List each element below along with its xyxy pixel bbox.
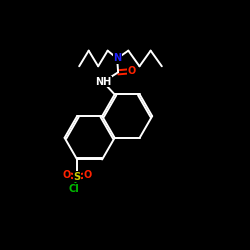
Text: Cl: Cl bbox=[68, 184, 79, 194]
Text: S: S bbox=[74, 172, 81, 182]
Text: O: O bbox=[84, 170, 92, 180]
Text: O: O bbox=[127, 66, 135, 76]
Text: NH: NH bbox=[95, 77, 111, 87]
Text: N: N bbox=[113, 54, 121, 64]
Text: O: O bbox=[62, 170, 71, 180]
